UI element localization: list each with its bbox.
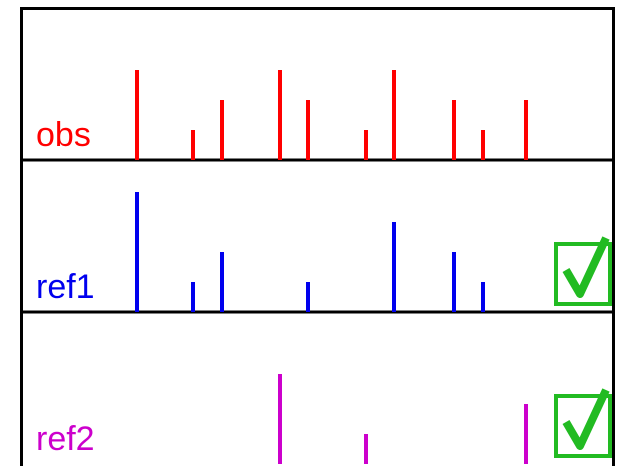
panel-label: obs — [36, 116, 91, 154]
panel-label: ref2 — [36, 420, 95, 458]
panel-label: ref1 — [36, 268, 95, 306]
match-check — [554, 388, 612, 458]
check-mark — [562, 388, 610, 450]
match-check — [554, 236, 612, 306]
check-mark — [562, 236, 610, 298]
outer-frame — [20, 7, 615, 466]
